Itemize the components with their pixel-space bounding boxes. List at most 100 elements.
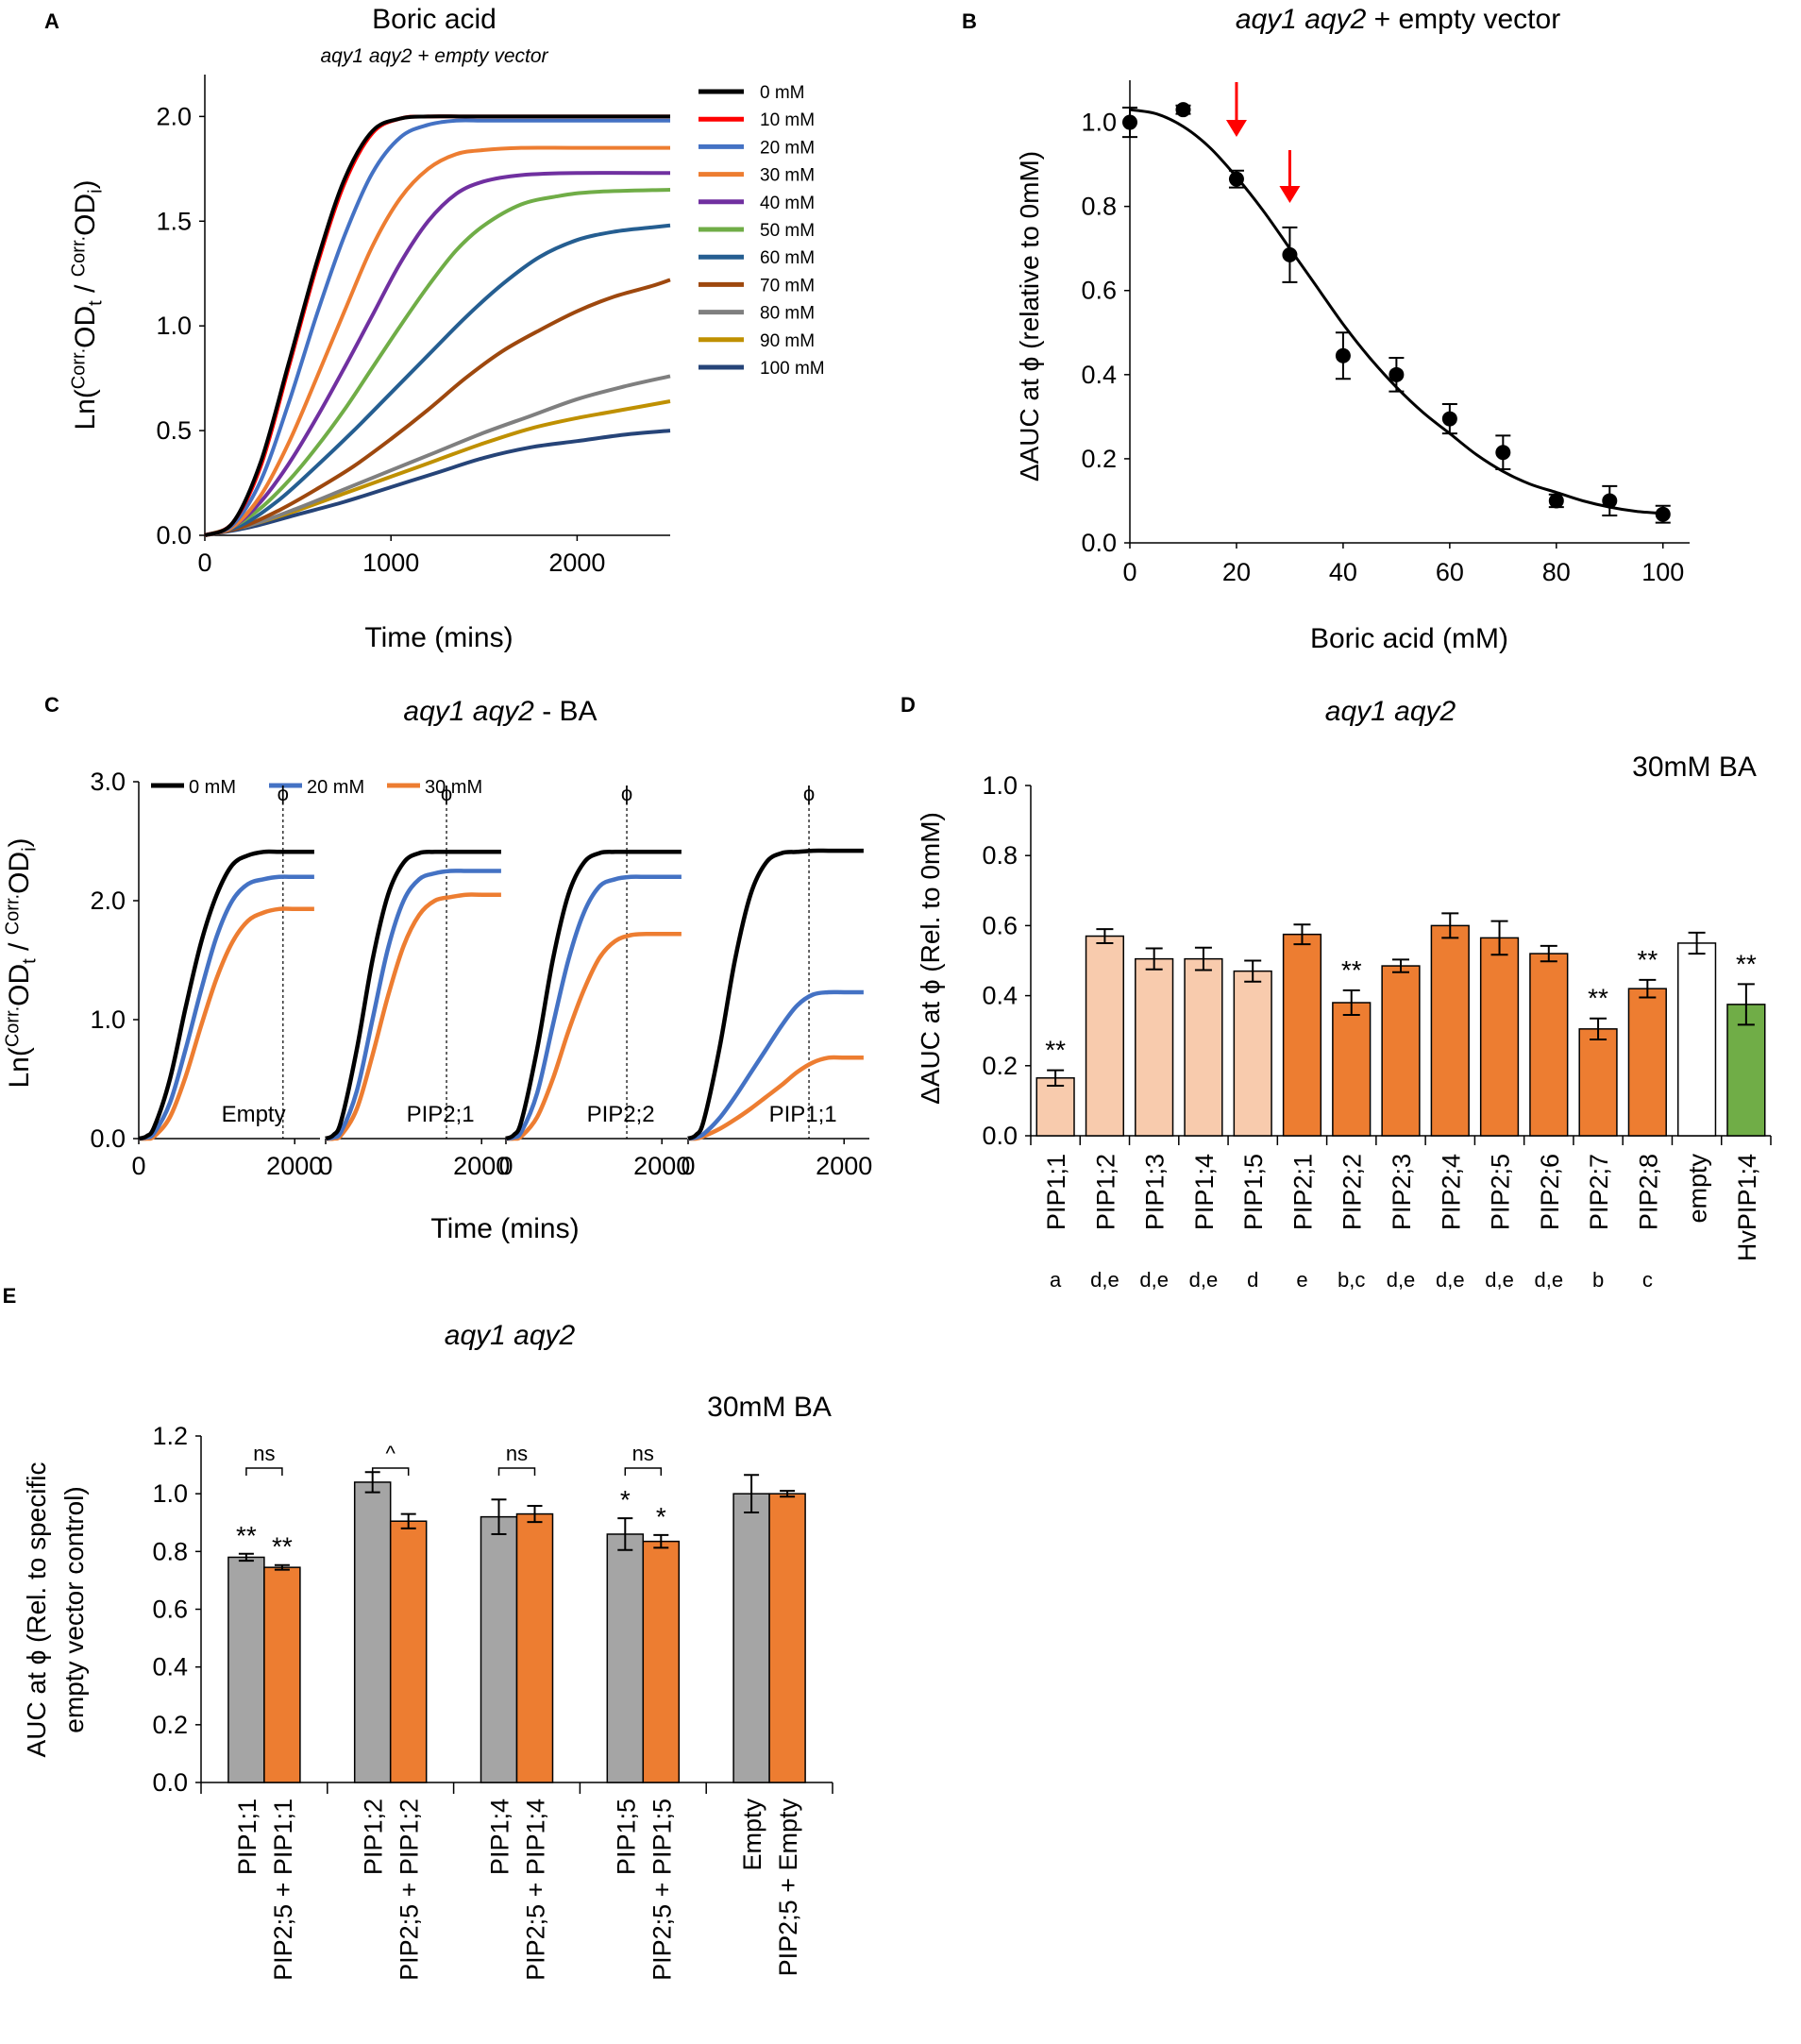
chart-e-significance: * — [656, 1502, 666, 1531]
chart-a-series-line — [204, 118, 670, 537]
chart-e-y-tick-label: 1.2 — [152, 1422, 188, 1450]
chart-d-bar — [1430, 924, 1470, 1137]
panel-label-c: C — [44, 693, 59, 717]
chart-b-point — [1282, 246, 1298, 262]
chart-a-y-tick-label: 2.0 — [156, 102, 192, 130]
chart-e-bar — [480, 1515, 518, 1783]
chart-a-x-tick-label: 0 — [197, 549, 211, 577]
chart-c-phi-label: ϕ — [441, 782, 452, 805]
chart-e-bar — [732, 1493, 770, 1783]
chart-a-y-tick-label: 1.0 — [156, 312, 192, 340]
chart-a-x-tick-label: 1000 — [362, 549, 419, 577]
chart-b-fit-curve — [1129, 108, 1663, 515]
chart-c-series-line — [138, 874, 314, 1141]
chart-a-series-line — [204, 429, 671, 537]
chart-d-significance: ** — [1588, 984, 1608, 1013]
chart-c-legend-label: 30 mM — [425, 777, 482, 798]
chart-a-y-tick-label: 1.5 — [156, 207, 192, 235]
chart-d-bar — [1184, 957, 1223, 1137]
chart-c-legend-label: 20 mM — [307, 777, 364, 798]
chart-a-legend-label: 60 mM — [760, 248, 815, 268]
chart-d-y-label: ΔAUC at ϕ (Rel. to 0mM) — [916, 812, 945, 1105]
chart-c-series-line — [687, 989, 864, 1141]
chart-d-category-label: PIP1;4 — [1190, 1154, 1219, 1230]
chart-c-x-tick-label: 0 — [131, 1152, 145, 1180]
chart-d-significance: ** — [1045, 1036, 1066, 1065]
chart-a-series-line — [204, 223, 671, 537]
chart-d-group-letter: d,e — [1387, 1268, 1416, 1292]
chart-c-title: aqy1 aqy2 - BA — [403, 696, 597, 727]
chart-c-series-line — [505, 849, 682, 1141]
chart-d-category-label: empty — [1684, 1154, 1712, 1224]
panel-label-e: E — [3, 1284, 17, 1308]
chart-e-bracket-label: ns — [632, 1442, 654, 1465]
chart-e-category-label: Empty — [738, 1799, 766, 1871]
chart-b-point — [1441, 411, 1457, 427]
chart-c-x-tick-label: 2000 — [633, 1152, 690, 1180]
chart-c-subplot-label: PIP2;2 — [587, 1102, 655, 1127]
chart-e-y-tick-label: 0.2 — [152, 1711, 188, 1739]
chart-d-category-label: PIP2;3 — [1388, 1154, 1416, 1230]
chart-e-y-tick-label: 0.6 — [152, 1596, 188, 1624]
chart-a-title: Boric acid — [372, 4, 497, 35]
chart-a-series-line — [204, 374, 671, 537]
chart-d-bar — [1381, 965, 1421, 1137]
chart-e-bar — [389, 1520, 428, 1783]
chart-c-x-tick-label: 2000 — [816, 1152, 872, 1180]
chart-e-y-tick-label: 0.8 — [152, 1537, 188, 1565]
chart-c-series-line — [138, 849, 314, 1141]
chart-d-significance: ** — [1637, 945, 1658, 974]
chart-d-category-label: HvPIP1;4 — [1733, 1154, 1761, 1261]
chart-d-title: aqy1 aqy2 — [1325, 696, 1456, 727]
chart-e-category-label: PIP1;2 — [360, 1799, 388, 1875]
chart-e-significance: * — [620, 1485, 631, 1514]
chart-d-group-letter: c — [1642, 1268, 1653, 1292]
chart-d-category-label: PIP1;2 — [1091, 1154, 1119, 1230]
chart-e-bar — [642, 1540, 681, 1783]
chart-b-red-arrowhead — [1279, 186, 1301, 203]
chart-b-x-tick-label: 100 — [1641, 558, 1684, 586]
chart-c-series-line — [505, 931, 682, 1141]
chart-b-point — [1175, 102, 1191, 118]
chart-e-bracket — [371, 1467, 410, 1476]
chart-b-x-tick-label: 80 — [1542, 558, 1571, 586]
chart-d-group-letter: d — [1247, 1268, 1258, 1292]
chart-e-bar — [353, 1481, 392, 1783]
chart-b-point — [1228, 171, 1244, 187]
chart-b-x-tick-label: 60 — [1436, 558, 1464, 586]
chart-d-y-tick-label: 1.0 — [982, 771, 1018, 800]
chart-b-x-label: Boric acid (mM) — [1310, 623, 1508, 654]
chart-d-category-label: PIP2;4 — [1437, 1154, 1465, 1230]
chart-c-x-tick-label: 2000 — [453, 1152, 510, 1180]
chart-d-significance: ** — [1341, 955, 1362, 985]
chart-c-x-tick-label: 0 — [681, 1152, 695, 1180]
chart-b-y-label: ΔAUC at ϕ (relative to 0mM) — [1015, 151, 1044, 481]
chart-b-red-arrowhead — [1225, 120, 1247, 137]
chart-a-subtitle: aqy1 aqy2 + empty vector — [320, 45, 548, 67]
chart-b-point — [1548, 493, 1564, 509]
chart-b-point — [1389, 366, 1405, 382]
chart-e-significance: ** — [236, 1521, 257, 1550]
chart-e-annotation: 30mM BA — [707, 1392, 832, 1423]
chart-d-bar — [1627, 988, 1667, 1137]
chart-d-bar — [1035, 1077, 1075, 1137]
chart-d-group-letter: b — [1592, 1268, 1604, 1292]
chart-e-bracket-label: ^ — [386, 1442, 396, 1465]
chart-a-legend-label: 30 mM — [760, 166, 815, 186]
chart-e-significance: ** — [272, 1532, 293, 1562]
chart-d-group-letter: d,e — [1189, 1268, 1219, 1292]
chart-c-y-tick-label: 3.0 — [90, 768, 126, 796]
chart-c-series-line — [138, 906, 314, 1141]
chart-d-category-label: PIP1;1 — [1042, 1154, 1070, 1230]
chart-e-category-label: PIP2;5 + PIP1;5 — [648, 1799, 676, 1981]
chart-b-point — [1602, 493, 1618, 509]
chart-d-y-tick-label: 0.6 — [982, 911, 1018, 939]
chart-d-category-label: PIP2;7 — [1585, 1154, 1613, 1230]
chart-e-category-label: PIP2;5 + Empty — [774, 1799, 802, 1977]
chart-d-group-letter: e — [1296, 1268, 1307, 1292]
chart-e-y-tick-label: 1.0 — [152, 1479, 188, 1508]
chart-b-x-tick-label: 20 — [1222, 558, 1251, 586]
